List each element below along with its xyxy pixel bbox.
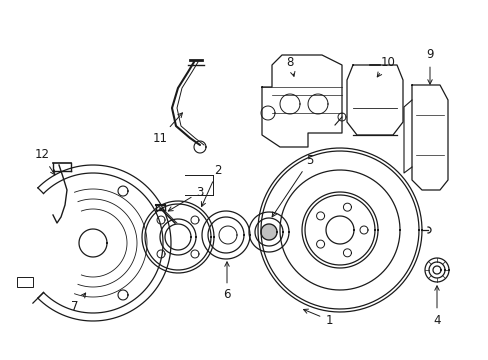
Text: 4: 4 [432,286,440,327]
Text: 3: 3 [168,185,203,211]
Text: 11: 11 [152,113,182,144]
Text: 7: 7 [71,293,85,314]
Text: 9: 9 [426,49,433,84]
Text: 8: 8 [286,55,294,76]
Text: 10: 10 [376,55,395,77]
Bar [18,277,33,287]
Text: 6: 6 [223,262,230,302]
Text: 5: 5 [272,153,313,217]
Polygon shape [261,224,276,240]
Text: 12: 12 [35,148,55,175]
Text: 1: 1 [303,309,332,327]
Text: 2: 2 [201,163,221,207]
